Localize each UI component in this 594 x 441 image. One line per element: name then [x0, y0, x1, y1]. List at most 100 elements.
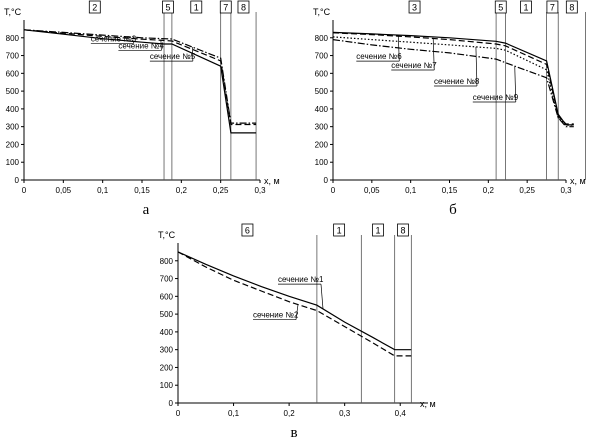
y-tick-label: 700: [6, 52, 20, 61]
y-tick-label: 100: [6, 158, 20, 167]
x-tick-label: 0,2: [483, 186, 495, 195]
zone-box: [520, 0, 532, 14]
zone-label: 3: [412, 3, 417, 13]
y-tick-label: 500: [315, 87, 329, 96]
series-annotation: сечение №6: [356, 52, 402, 61]
zone-box: [565, 0, 578, 14]
zone-box: [237, 0, 250, 14]
zone-label: 5: [498, 3, 503, 13]
y-axis-label: T,°С: [158, 230, 176, 240]
annotation-leader: [514, 66, 517, 103]
series-annotation: сечение №2: [253, 311, 299, 320]
x-tick-label: 0,4: [395, 409, 407, 418]
x-tick-label: 0: [176, 409, 181, 418]
y-tick-label: 500: [160, 310, 174, 319]
annotation-leader: [133, 41, 135, 44]
chart-panel-1: 0 100 200 300 400 500 600 700 800 0 0,05 0,1 0,15 0,2…: [4, 0, 280, 218]
zone-box: [494, 0, 507, 14]
series-annotation: сечение №9: [473, 93, 519, 102]
zone-box: [219, 0, 232, 14]
zone-label: 7: [223, 3, 228, 13]
zone-box: [333, 223, 346, 237]
series-annotation: сечение №1: [278, 275, 324, 284]
x-tick-label: 0,3: [339, 409, 351, 418]
series-line: [332, 39, 574, 128]
y-tick-label: 0: [169, 399, 174, 408]
zone-box: [88, 0, 101, 14]
zone-label: 1: [194, 3, 199, 13]
x-tick-label: 0,25: [519, 186, 535, 195]
zone-label: 2: [92, 3, 97, 13]
chart-panel-3: 0 100 200 300 400 500 600 700 800 0 0,1 0,2 0,3 0,4 T,…: [158, 223, 436, 441]
zone-label: 8: [569, 3, 574, 13]
zone-box: [546, 0, 559, 14]
series-line: [177, 251, 412, 357]
annotation-leader: [320, 284, 324, 309]
x-tick-label: 0,15: [442, 186, 458, 195]
annotation-leader: [432, 38, 435, 71]
x-tick-label: 0,3: [560, 186, 572, 195]
annotation-leader: [191, 47, 194, 62]
y-tick-label: 700: [315, 52, 329, 61]
y-tick-label: 300: [160, 346, 174, 355]
zone-box: [162, 0, 174, 14]
y-tick-label: 400: [6, 105, 20, 114]
series-line: [332, 31, 574, 126]
x-tick-label: 0,05: [56, 186, 72, 195]
x-axis-label: x, м: [570, 176, 586, 186]
panel-label: в: [290, 425, 297, 441]
y-tick-label: 700: [160, 275, 174, 284]
series-line: [23, 29, 257, 134]
zone-box: [190, 0, 203, 14]
y-tick-label: 200: [160, 363, 174, 372]
y-tick-label: 200: [315, 140, 329, 149]
y-tick-label: 200: [6, 140, 20, 149]
y-tick-label: 300: [6, 123, 20, 132]
x-tick-label: 0,3: [254, 186, 266, 195]
y-tick-label: 100: [160, 381, 174, 390]
x-tick-label: 0,2: [284, 409, 296, 418]
zone-box: [397, 223, 409, 237]
y-tick-label: 300: [315, 123, 329, 132]
zone-label: 8: [400, 226, 405, 236]
series-annotation: сечение №4: [118, 41, 164, 50]
y-tick-label: 600: [315, 69, 329, 78]
annotation-leader: [475, 46, 478, 87]
y-axis-label: T,°С: [4, 7, 22, 17]
zone-label: 1: [523, 3, 528, 13]
y-tick-label: 500: [6, 87, 20, 96]
y-tick-label: 400: [315, 105, 329, 114]
series-annotation: сечение №3: [91, 34, 137, 43]
y-tick-label: 100: [315, 158, 329, 167]
panel-label: а: [143, 202, 150, 218]
y-axis-label: T,°С: [313, 7, 331, 17]
x-tick-label: 0,1: [97, 186, 109, 195]
x-tick-label: 0,1: [228, 409, 240, 418]
series-line: [23, 29, 257, 124]
y-tick-label: 800: [160, 257, 174, 266]
series-annotation: сечение №5: [150, 52, 196, 61]
y-tick-label: 600: [6, 69, 20, 78]
x-tick-label: 0: [22, 186, 27, 195]
series-line: [177, 251, 412, 351]
x-axis-label: x, м: [264, 176, 280, 186]
x-tick-label: 0,2: [176, 186, 188, 195]
series-line: [23, 29, 257, 126]
zone-label: 1: [375, 226, 380, 236]
y-tick-label: 600: [160, 292, 174, 301]
series-line: [332, 32, 574, 125]
y-tick-label: 800: [315, 34, 329, 43]
y-tick-label: 0: [15, 176, 20, 185]
zone-box: [241, 223, 254, 237]
zone-box: [408, 0, 421, 14]
panel-label: б: [449, 202, 457, 218]
x-tick-label: 0,1: [405, 186, 417, 195]
series-annotation: сечение №7: [391, 61, 437, 70]
zone-label: 5: [165, 3, 170, 13]
x-tick-label: 0,05: [364, 186, 380, 195]
x-tick-label: 0,15: [134, 186, 150, 195]
y-tick-label: 400: [160, 328, 174, 337]
zone-label: 8: [241, 3, 246, 13]
annotation-leader: [397, 35, 400, 62]
